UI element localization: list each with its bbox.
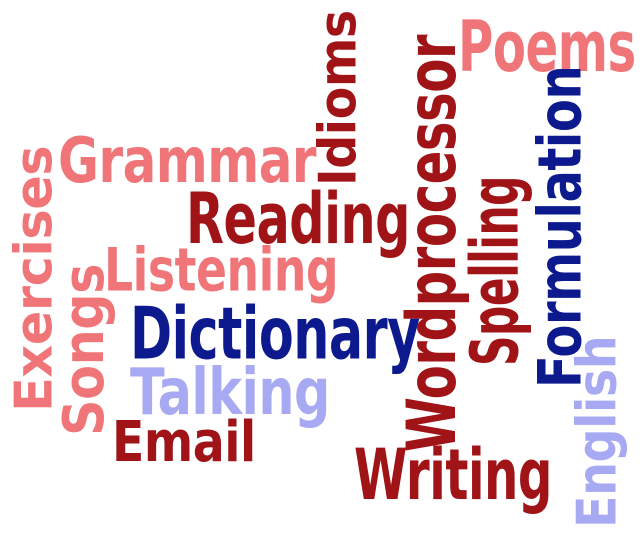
word-email: Email (112, 408, 256, 475)
word-dictionary: Dictionary (130, 291, 420, 376)
word-spelling: Spelling (456, 175, 534, 366)
word-poems: Poems (458, 5, 636, 88)
word-grammar: Grammar (58, 124, 317, 197)
word-reading: Reading (186, 177, 410, 260)
word-songs: Songs (50, 263, 117, 436)
word-listening: Listening (104, 234, 339, 305)
word-idioms: Idioms (307, 10, 369, 186)
word-english: English (565, 335, 629, 528)
word-writing: Writing (354, 433, 552, 516)
word-talking: Talking (130, 354, 330, 430)
